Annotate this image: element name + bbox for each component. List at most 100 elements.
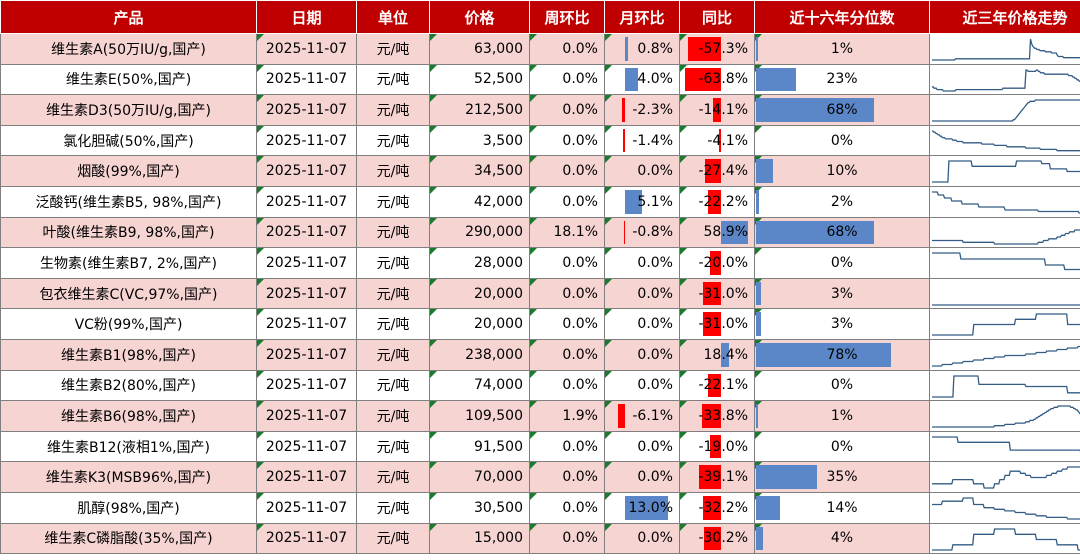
percentile-label: 0% bbox=[830, 438, 854, 455]
cell-yoy-wrap: -27.4% bbox=[681, 157, 754, 186]
cell-date: 2025-11-07 bbox=[256, 216, 357, 249]
cell-marker bbox=[530, 432, 537, 439]
cell-marker bbox=[755, 401, 762, 409]
cell-trend bbox=[929, 185, 1080, 218]
cell-trend bbox=[929, 155, 1080, 187]
header-wow: 周环比 bbox=[529, 0, 605, 34]
cell-product: 维生素B2(80%,国产) bbox=[0, 369, 257, 402]
cell-mom-wrap: 0.0% bbox=[606, 432, 679, 461]
cell-mom: -1.4% bbox=[604, 124, 680, 157]
cell-mom-wrap: 0.0% bbox=[606, 279, 679, 308]
cell-unit: 元/吨 bbox=[356, 155, 430, 187]
cell-percentile: 0% bbox=[754, 247, 930, 279]
cell-yoy-label: -63.8% bbox=[698, 71, 748, 88]
table-row: 维生素C磷脂酸(35%,国产) 2025-11-07 元/吨 15,000 0.0% 0.… bbox=[0, 522, 1080, 555]
cell-yoy: -4.1% bbox=[679, 124, 755, 157]
trend-line bbox=[932, 497, 1080, 520]
cell-mom-wrap: 0.0% bbox=[606, 524, 679, 553]
cell-marker bbox=[257, 401, 264, 409]
percentile-label: 68% bbox=[826, 224, 858, 241]
cell-wow: 0.0% bbox=[529, 522, 605, 555]
cell-price: 74,000 bbox=[429, 369, 530, 402]
trend-line bbox=[932, 252, 1080, 271]
cell-marker bbox=[680, 371, 687, 378]
cell-wow: 0.0% bbox=[529, 308, 605, 340]
cell-product: VC粉(99%,国产) bbox=[0, 308, 257, 340]
cell-mom-label: 4.0% bbox=[637, 71, 673, 88]
cell-percentile: 10% bbox=[754, 155, 930, 187]
table-row: 维生素K3(MSB96%,国产) 2025-11-07 元/吨 70,000 0.0% 0… bbox=[0, 461, 1080, 493]
cell-trend bbox=[929, 369, 1080, 402]
cell-yoy-bar bbox=[703, 526, 721, 551]
cell-mom: -6.1% bbox=[604, 400, 680, 432]
cell-marker bbox=[257, 279, 264, 286]
cell-yoy-wrap: -22.2% bbox=[681, 187, 754, 216]
cell-percentile-wrap: 3% bbox=[756, 310, 929, 339]
cell-marker bbox=[680, 126, 687, 133]
cell-marker bbox=[530, 218, 537, 225]
cell-yoy-wrap: -30.2% bbox=[681, 524, 754, 553]
cell-marker bbox=[430, 523, 437, 531]
cell-mom: 0.0% bbox=[604, 338, 680, 371]
cell-product: 维生素D3(50万IU/g,国产) bbox=[0, 94, 257, 126]
cell-marker bbox=[755, 248, 762, 256]
cell-marker bbox=[530, 279, 537, 286]
cell-percentile-wrap: 1% bbox=[756, 34, 929, 63]
cell-percentile: 0% bbox=[754, 124, 930, 157]
cell-mom-label: 0.0% bbox=[637, 316, 673, 333]
table-row: 维生素A(50万IU/g,国产) 2025-11-07 元/吨 63,000 0.0% 0… bbox=[0, 33, 1080, 65]
cell-trend bbox=[929, 400, 1080, 432]
cell-wow: 0.0% bbox=[529, 33, 605, 65]
cell-mom-label: 0.0% bbox=[637, 469, 673, 486]
cell-marker bbox=[680, 340, 687, 347]
trend-line bbox=[932, 466, 1080, 489]
cell-yoy-label: -20.0% bbox=[698, 254, 748, 271]
cell-date: 2025-11-07 bbox=[256, 94, 357, 126]
cell-marker bbox=[430, 279, 437, 286]
cell-trend bbox=[929, 338, 1080, 371]
cell-mom-wrap: -2.3% bbox=[606, 96, 679, 125]
cell-yoy-label: -19.0% bbox=[698, 438, 748, 455]
cell-yoy-bar bbox=[718, 128, 721, 153]
cell-product: 维生素E(50%,国产) bbox=[0, 63, 257, 96]
cell-marker bbox=[530, 462, 537, 470]
cell-yoy: -22.1% bbox=[679, 369, 755, 402]
cell-date: 2025-11-07 bbox=[256, 369, 357, 402]
trend-line bbox=[932, 527, 1080, 551]
cell-yoy-bar bbox=[703, 312, 721, 336]
cell-mom: 0.0% bbox=[604, 247, 680, 279]
cell-wow: 0.0% bbox=[529, 461, 605, 493]
percentile-label: 10% bbox=[826, 163, 858, 180]
cell-price: 70,000 bbox=[429, 461, 530, 493]
percentile-label: 1% bbox=[830, 40, 854, 57]
cell-mom-wrap: 0.8% bbox=[606, 34, 679, 63]
cell-wow: 0.0% bbox=[529, 338, 605, 371]
trend-line bbox=[932, 228, 1080, 245]
cell-product: 叶酸(维生素B9, 98%,国产) bbox=[0, 216, 257, 249]
cell-trend bbox=[929, 124, 1080, 157]
cell-price: 212,500 bbox=[429, 94, 530, 126]
cell-product: 维生素B12(液相1%,国产) bbox=[0, 430, 257, 463]
cell-marker bbox=[430, 248, 437, 256]
cell-yoy: -20.0% bbox=[679, 247, 755, 279]
cell-mom: 0.0% bbox=[604, 430, 680, 463]
trend-sparkline bbox=[932, 38, 1080, 61]
cell-wow: 0.0% bbox=[529, 369, 605, 402]
cell-trend bbox=[929, 33, 1080, 65]
cell-date: 2025-11-07 bbox=[256, 185, 357, 218]
cell-marker bbox=[605, 126, 612, 133]
trend-sparkline bbox=[932, 160, 1080, 184]
cell-yoy-label: -33.8% bbox=[698, 407, 748, 424]
cell-wow: 0.0% bbox=[529, 277, 605, 310]
cell-yoy-label: 18.4% bbox=[703, 346, 748, 363]
cell-unit: 元/吨 bbox=[356, 400, 430, 432]
cell-product: 泛酸钙(维生素B5, 98%,国产) bbox=[0, 185, 257, 218]
cell-trend bbox=[929, 461, 1080, 493]
cell-percentile: 0% bbox=[754, 430, 930, 463]
cell-trend bbox=[929, 216, 1080, 249]
cell-marker bbox=[680, 95, 687, 103]
header-unit: 单位 bbox=[356, 0, 430, 34]
cell-marker bbox=[257, 432, 264, 439]
cell-mom-label: -0.8% bbox=[632, 224, 673, 241]
header-date: 日期 bbox=[256, 0, 357, 34]
